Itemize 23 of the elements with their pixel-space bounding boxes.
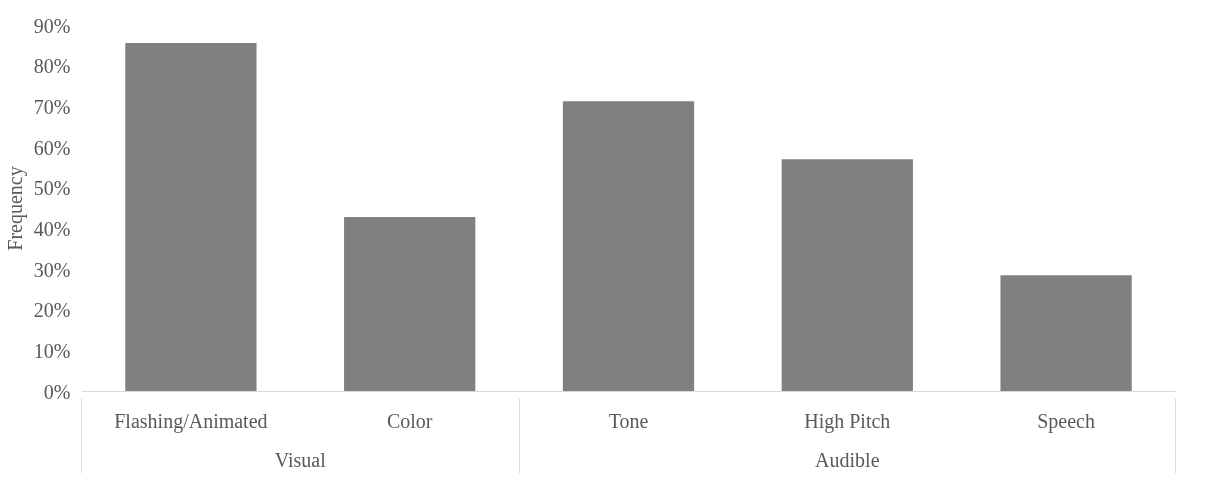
y-tick-label: 80% [33, 55, 71, 78]
bar [781, 159, 913, 392]
y-tick-label: 50% [33, 177, 71, 200]
x-tick-label: High Pitch [804, 409, 891, 433]
y-tick-label: 10% [33, 339, 71, 362]
y-tick-label: 0% [43, 380, 71, 403]
y-axis-title: Frequency [3, 166, 27, 251]
y-tick-label: 20% [33, 299, 71, 322]
bar [1000, 275, 1132, 392]
y-tick-label: 90% [33, 14, 71, 37]
y-tick-label: 40% [33, 217, 71, 240]
text: Visual [274, 448, 327, 471]
x-tick-label: Speech [1037, 409, 1095, 433]
bar [562, 101, 695, 392]
bar [344, 217, 476, 392]
y-tick-label: 70% [33, 95, 71, 118]
y-tick-label: 30% [33, 258, 71, 281]
bar [125, 42, 257, 392]
y-tick-label: 60% [33, 136, 71, 159]
x-tick-label: Flashing/Animated [114, 409, 268, 433]
x-tick-label: Tone [608, 409, 649, 432]
text: Audible [815, 448, 880, 471]
x-tick-label: Color [386, 409, 433, 432]
